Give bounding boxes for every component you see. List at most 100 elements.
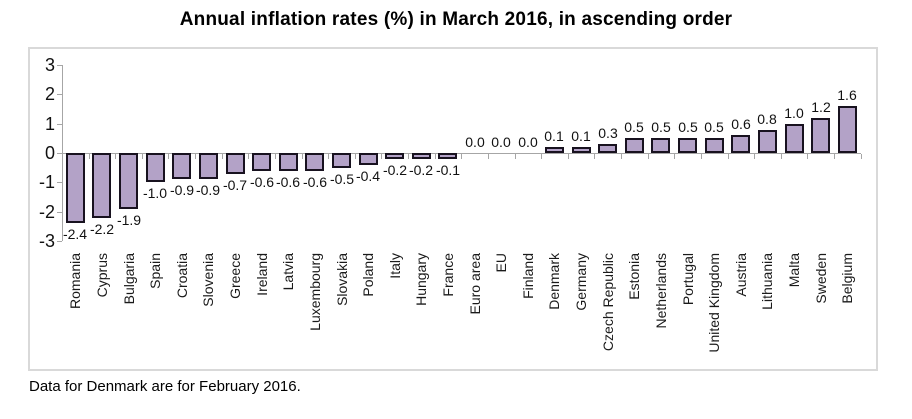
x-axis-tick [515, 154, 516, 159]
category-label: Germany [571, 253, 591, 311]
bar [785, 124, 804, 153]
y-axis-tick [57, 153, 62, 154]
bar [199, 153, 218, 179]
category-label-text: Slovenia [200, 253, 216, 307]
bar-value-label: -0.7 [222, 177, 248, 193]
category-label: Latvia [278, 253, 298, 290]
x-axis-tick [355, 154, 356, 159]
bar-value-label: 0.5 [704, 119, 724, 135]
category-label: Ireland [252, 253, 272, 296]
category-label-text: France [440, 253, 456, 297]
category-label-text: Netherlands [653, 253, 669, 329]
category-label: Estonia [624, 253, 644, 300]
bar-value-label: 0.5 [651, 119, 671, 135]
bar [66, 153, 85, 223]
chart-footnote: Data for Denmark are for February 2016. [29, 378, 301, 395]
category-label-text: Spain [147, 253, 163, 289]
x-axis-tick [701, 154, 702, 159]
category-label-text: Latvia [280, 253, 296, 291]
bar-value-label: -1.9 [116, 212, 142, 228]
category-label: Netherlands [651, 253, 671, 329]
category-label-text: Romania [67, 253, 83, 310]
bar-value-label: -0.5 [329, 171, 355, 187]
category-label-text: Greece [227, 253, 243, 299]
x-axis-tick [568, 154, 569, 159]
category-label: Luxembourg [305, 253, 325, 331]
category-label-text: Poland [360, 253, 376, 297]
x-axis-tick [381, 154, 382, 159]
category-label-text: Belgium [839, 253, 855, 304]
bar-value-label: -0.9 [169, 182, 195, 198]
x-axis-tick [648, 154, 649, 159]
x-axis-tick [541, 154, 542, 159]
bar [838, 106, 857, 153]
category-label-text: Italy [387, 253, 403, 279]
category-label-text: Bulgaria [121, 253, 137, 305]
bar-value-label: -2.4 [62, 226, 88, 242]
category-label: Malta [784, 253, 804, 287]
chart-title: Annual inflation rates (%) in March 2016… [179, 9, 733, 30]
x-axis-tick [62, 154, 63, 159]
bar-value-label: 0.1 [571, 128, 591, 144]
y-axis-tick [57, 65, 62, 66]
bar-value-label: 1.2 [811, 99, 831, 115]
bar [412, 153, 431, 159]
bar-value-label: 0.0 [465, 134, 485, 150]
bar [305, 153, 324, 171]
x-axis-line [62, 153, 861, 154]
bar [811, 118, 830, 153]
plot-area: 3 2 1 0 -1 -2 -3 -2.4 Romania -2.2 Cyprus -1.9 Bulga… [28, 47, 878, 371]
x-axis-tick [754, 154, 755, 159]
category-label-text: Hungary [413, 253, 429, 306]
y-axis-tick-label: -2 [38, 202, 55, 222]
x-axis-tick [861, 154, 862, 159]
x-axis-tick [195, 154, 196, 159]
y-axis-tick-label: 3 [44, 55, 55, 75]
category-label-text: EU [493, 253, 509, 273]
bar-value-label: -0.4 [355, 168, 381, 184]
category-label-text: Finland [520, 253, 536, 299]
category-label: EU [491, 253, 511, 272]
category-label: Belgium [837, 253, 857, 304]
x-axis-tick [275, 154, 276, 159]
x-axis-tick [248, 154, 249, 159]
category-label-text: Portugal [680, 253, 696, 306]
bar [678, 138, 697, 153]
x-axis-tick [142, 154, 143, 159]
x-axis-tick [594, 154, 595, 159]
bar-value-label: 0.1 [544, 128, 564, 144]
bar-value-label: 0.8 [757, 111, 777, 127]
bar [385, 153, 404, 159]
category-label: Austria [731, 253, 751, 297]
category-label-text: Croatia [174, 253, 190, 299]
bar-value-label: -0.9 [195, 182, 221, 198]
bar [625, 138, 644, 153]
bar [146, 153, 165, 182]
category-label: Italy [385, 253, 405, 279]
bar-value-label: -0.6 [302, 174, 328, 190]
bar [438, 153, 457, 159]
category-label: United Kingdom [704, 253, 724, 353]
x-axis-tick [168, 154, 169, 159]
bar [119, 153, 138, 209]
category-label: Cyprus [92, 253, 112, 297]
bar [731, 135, 750, 153]
x-axis-tick [302, 154, 303, 159]
x-axis-tick [621, 154, 622, 159]
x-axis-tick [488, 154, 489, 159]
bar [705, 138, 724, 153]
category-label: France [438, 253, 458, 297]
bar-value-label: 0.3 [598, 125, 618, 141]
x-axis-tick [728, 154, 729, 159]
bar-value-label: 1.6 [837, 87, 857, 103]
bar [279, 153, 298, 171]
category-label: Slovakia [332, 253, 352, 306]
bar-value-label: -1.0 [142, 185, 168, 201]
bar [598, 144, 617, 153]
category-label-text: Sweden [813, 253, 829, 304]
bar [252, 153, 271, 171]
y-axis-tick [57, 94, 62, 95]
category-label-text: Germany [573, 253, 589, 311]
y-axis-tick-label: 1 [44, 114, 55, 134]
